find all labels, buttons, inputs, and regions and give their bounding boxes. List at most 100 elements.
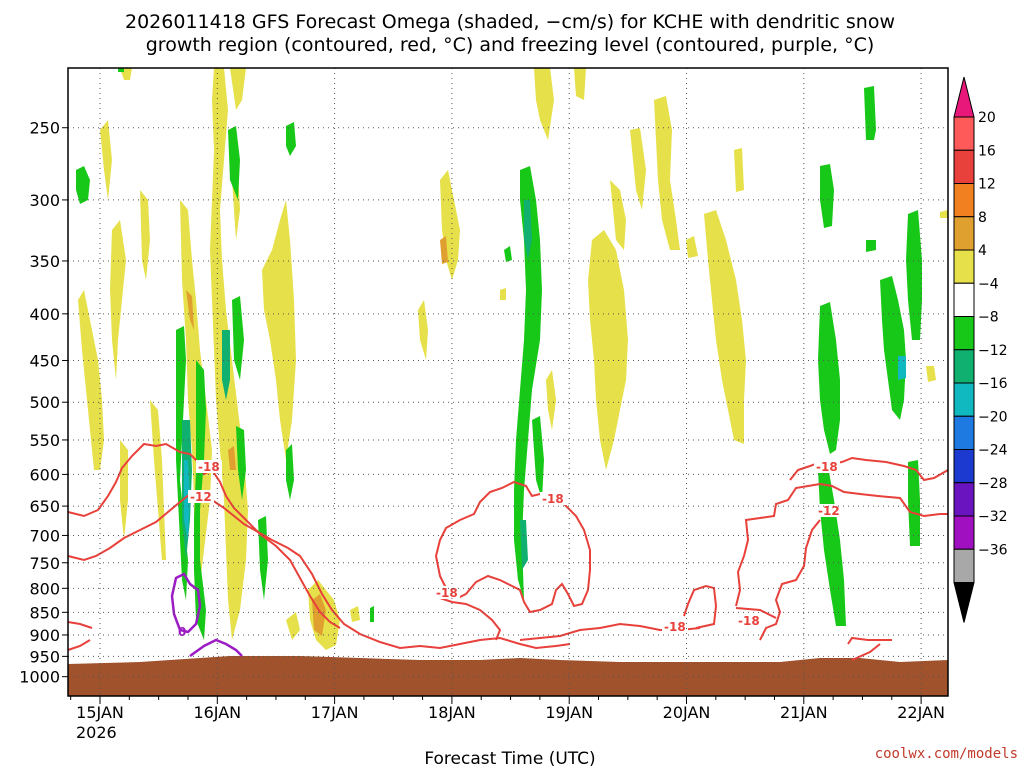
colorbar-bottom-arrow bbox=[953, 582, 975, 623]
contour-label: -18 bbox=[198, 460, 220, 474]
dendritic-contour bbox=[67, 490, 571, 650]
y-tick-label: 350 bbox=[29, 252, 60, 271]
omega-down-region bbox=[228, 126, 240, 200]
colorbar-swatch bbox=[953, 548, 975, 583]
x-tick-label: 16JAN bbox=[193, 703, 241, 722]
colorbar-label: −12 bbox=[978, 343, 1008, 359]
y-axis: 250 300 350 400 450 500 550 600 650 700 750 800 850 9… bbox=[19, 119, 68, 687]
omega-down-region bbox=[370, 606, 374, 622]
contour-label: -18 bbox=[816, 460, 838, 474]
dendritic-contour bbox=[67, 621, 93, 629]
omega-down-region bbox=[232, 296, 244, 380]
contour-label-bg bbox=[816, 504, 842, 517]
omega-down-region bbox=[864, 86, 876, 140]
omega-up-region bbox=[610, 180, 626, 250]
omega-up-region bbox=[926, 366, 936, 382]
contour-label: -18 bbox=[738, 614, 760, 628]
y-tick-label: 800 bbox=[29, 579, 60, 598]
x-tick-label: 19JAN bbox=[545, 703, 593, 722]
contour-label-bg bbox=[814, 460, 840, 473]
omega-up-region bbox=[534, 68, 554, 140]
x-axis-label: Forecast Time (UTC) bbox=[424, 749, 595, 768]
y-tick-label: 250 bbox=[29, 119, 60, 138]
colorbar-swatch bbox=[953, 482, 975, 517]
dendritic-contours bbox=[67, 442, 949, 661]
y-tick-label: 750 bbox=[29, 554, 60, 573]
omega-down-region bbox=[286, 122, 296, 156]
colorbar-swatch bbox=[953, 149, 975, 184]
y-tick-label: 500 bbox=[29, 393, 60, 412]
contour-label: -12 bbox=[818, 504, 840, 518]
dendritic-contour bbox=[735, 482, 948, 607]
colorbar-swatch bbox=[953, 249, 975, 284]
omega-up-region bbox=[262, 200, 296, 460]
dendritic-contour bbox=[67, 639, 91, 651]
omega-down-region bbox=[532, 416, 544, 500]
colorbar-label: 16 bbox=[978, 143, 996, 159]
colorbar-label: −32 bbox=[978, 509, 1008, 525]
omega-down-region bbox=[908, 460, 920, 546]
dendritic-contour bbox=[851, 643, 881, 661]
y-tick-label: 1000 bbox=[19, 668, 60, 687]
dendritic-contour bbox=[789, 456, 949, 482]
omega-down-region bbox=[820, 164, 834, 228]
contour-label-bg bbox=[188, 490, 214, 503]
omega-down-region bbox=[76, 166, 90, 204]
y-tick-label: 450 bbox=[29, 351, 60, 370]
contour-label: -12 bbox=[190, 490, 212, 504]
omega-down-strong bbox=[898, 356, 906, 380]
colorbar-label: −24 bbox=[978, 443, 1008, 459]
contour-label: -18 bbox=[664, 620, 686, 634]
colorbar-label: −20 bbox=[978, 409, 1008, 425]
freezing-contour bbox=[170, 572, 202, 634]
y-tick-label: 650 bbox=[29, 497, 60, 516]
colorbar-swatch bbox=[953, 415, 975, 450]
omega-down-strong bbox=[184, 460, 190, 540]
colorbar-swatch bbox=[953, 116, 975, 151]
dendritic-contour bbox=[439, 597, 502, 641]
dendritic-contour bbox=[735, 607, 777, 619]
omega-up-region bbox=[574, 68, 586, 100]
y-tick-label: 400 bbox=[29, 305, 60, 324]
omega-down-region bbox=[118, 68, 124, 72]
y-tick-label: 950 bbox=[29, 647, 60, 666]
omega-up-region bbox=[418, 300, 428, 360]
x-tick-label: 18JAN bbox=[428, 703, 476, 722]
omega-up-region bbox=[630, 128, 646, 210]
omega-up-strong bbox=[440, 236, 448, 264]
contour-label-bg bbox=[540, 492, 566, 505]
colorbar-label: 12 bbox=[978, 177, 996, 193]
colorbar-swatch bbox=[953, 382, 975, 417]
omega-up-region bbox=[110, 220, 126, 380]
omega-up-region bbox=[654, 96, 680, 250]
colorbar-label: −36 bbox=[978, 542, 1008, 558]
omega-down-region bbox=[906, 210, 922, 340]
colorbar-label: −8 bbox=[978, 310, 999, 326]
contour-label-bg bbox=[662, 620, 688, 633]
colorbar-swatch bbox=[953, 449, 975, 484]
colorbar-swatch bbox=[953, 349, 975, 384]
x-tick-label: 22JAN bbox=[897, 703, 945, 722]
y-tick-label: 900 bbox=[29, 626, 60, 645]
colorbar-label: 4 bbox=[978, 243, 987, 259]
colorbar-swatch bbox=[953, 216, 975, 251]
credit-text: coolwx.com/models bbox=[875, 746, 1018, 762]
colorbar-swatch bbox=[953, 282, 975, 317]
y-tick-label: 300 bbox=[29, 191, 60, 210]
colorbar-label: −28 bbox=[978, 476, 1008, 492]
omega-down-region bbox=[866, 240, 876, 252]
contour-label: -18 bbox=[436, 586, 458, 600]
y-tick-label: 550 bbox=[29, 431, 60, 450]
contour-label-bg bbox=[434, 586, 460, 599]
colorbar-label: 8 bbox=[978, 210, 987, 226]
omega-down-region bbox=[514, 166, 542, 600]
omega-up-strong bbox=[186, 290, 194, 330]
omega-down-region bbox=[504, 246, 512, 262]
omega-up-region bbox=[230, 68, 246, 110]
omega-down-region bbox=[880, 276, 906, 420]
omega-down-strong bbox=[222, 330, 230, 400]
colorbar-label: 20 bbox=[978, 110, 996, 126]
omega-up-region bbox=[704, 210, 746, 444]
omega-up-region bbox=[500, 288, 506, 300]
contour-label-bg bbox=[736, 614, 762, 627]
